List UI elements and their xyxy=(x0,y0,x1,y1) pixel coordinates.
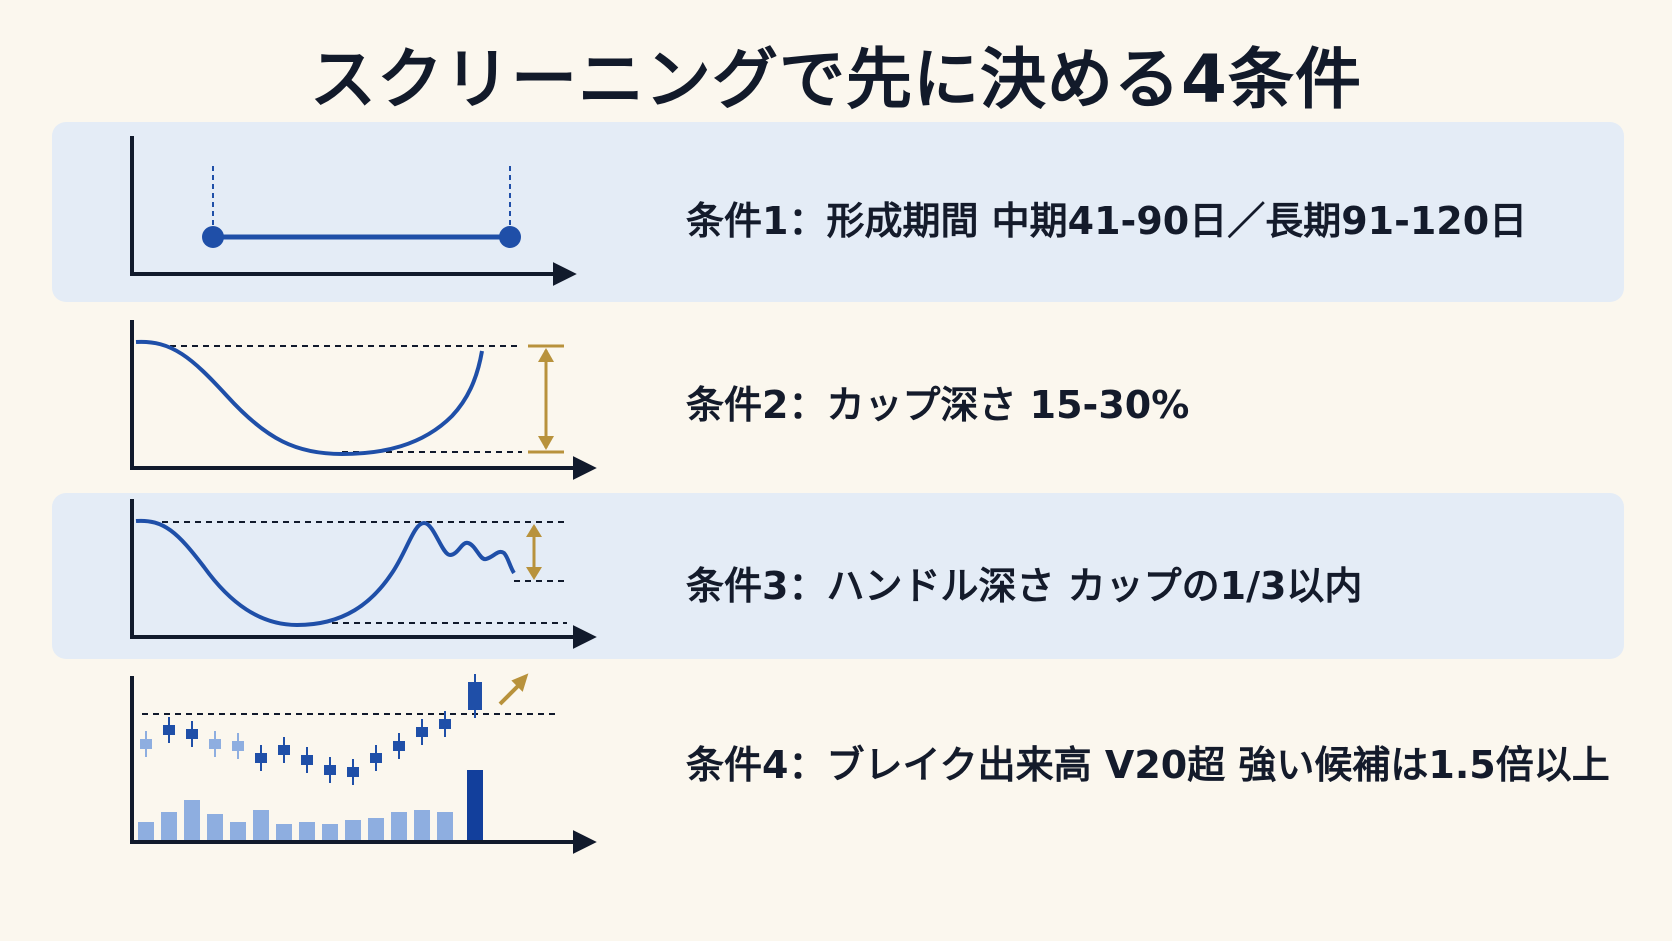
volume-bar xyxy=(437,812,453,840)
volume-bar xyxy=(368,818,384,840)
volume-bar xyxy=(299,822,315,840)
cup-handle-curve xyxy=(135,518,516,628)
condition-4-label: 条件4：ブレイク出来高 V20超 強い候補は1.5倍以上 xyxy=(686,743,1610,787)
volume-bar xyxy=(253,810,269,840)
volume-bar xyxy=(230,822,246,840)
volume-bar xyxy=(391,812,407,840)
volume-bar xyxy=(276,824,292,840)
candle-body xyxy=(209,739,221,749)
page-title: スクリーニングで先に決める4条件 xyxy=(310,41,1362,118)
candle-body xyxy=(416,727,428,737)
volume-bar xyxy=(467,770,483,840)
cup-curve xyxy=(135,339,484,457)
candle-body xyxy=(393,741,405,751)
condition-row-3: 条件3：ハンドル深さ カップの1/3以内 xyxy=(52,493,1624,659)
volume-bar xyxy=(207,814,223,840)
volume-bar xyxy=(414,810,430,840)
start-point xyxy=(202,226,224,248)
candle-body xyxy=(255,753,267,763)
candle-body xyxy=(468,682,482,710)
candle-body xyxy=(301,755,313,765)
volume-bar xyxy=(161,812,177,840)
condition-2-label: 条件2：カップ深さ 15-30% xyxy=(686,383,1190,427)
volume-bar xyxy=(345,820,361,840)
end-point xyxy=(499,226,521,248)
candle-body xyxy=(232,741,244,751)
candle-body xyxy=(439,719,451,729)
candle-body xyxy=(278,745,290,755)
candle-body xyxy=(347,767,359,777)
volume-bar xyxy=(184,800,200,840)
candlesticks xyxy=(140,674,482,785)
condition-1-label: 条件1：形成期間 中期41-90日／長期91-120日 xyxy=(686,199,1528,243)
condition-3-label: 条件3：ハンドル深さ カップの1/3以内 xyxy=(686,564,1363,608)
handle-depth-chart-icon xyxy=(130,499,597,649)
breakout-volume-chart-icon xyxy=(130,673,597,854)
condition-row-2: 条件2：カップ深さ 15-30% xyxy=(52,318,1624,490)
candle-body xyxy=(163,725,175,735)
volume-bars xyxy=(138,770,483,840)
volume-bar xyxy=(138,822,154,840)
cup-depth-chart-icon xyxy=(130,320,597,480)
condition-row-4: 条件4：ブレイク出来高 V20超 強い候補は1.5倍以上 xyxy=(52,664,1624,864)
candle-body xyxy=(324,765,336,775)
candle-body xyxy=(186,729,198,739)
volume-bar xyxy=(322,824,338,840)
period-range-chart-icon xyxy=(130,136,577,286)
candle-body xyxy=(370,753,382,763)
candle-body xyxy=(140,739,152,749)
condition-row-1: 条件1：形成期間 中期41-90日／長期91-120日 xyxy=(52,122,1624,302)
